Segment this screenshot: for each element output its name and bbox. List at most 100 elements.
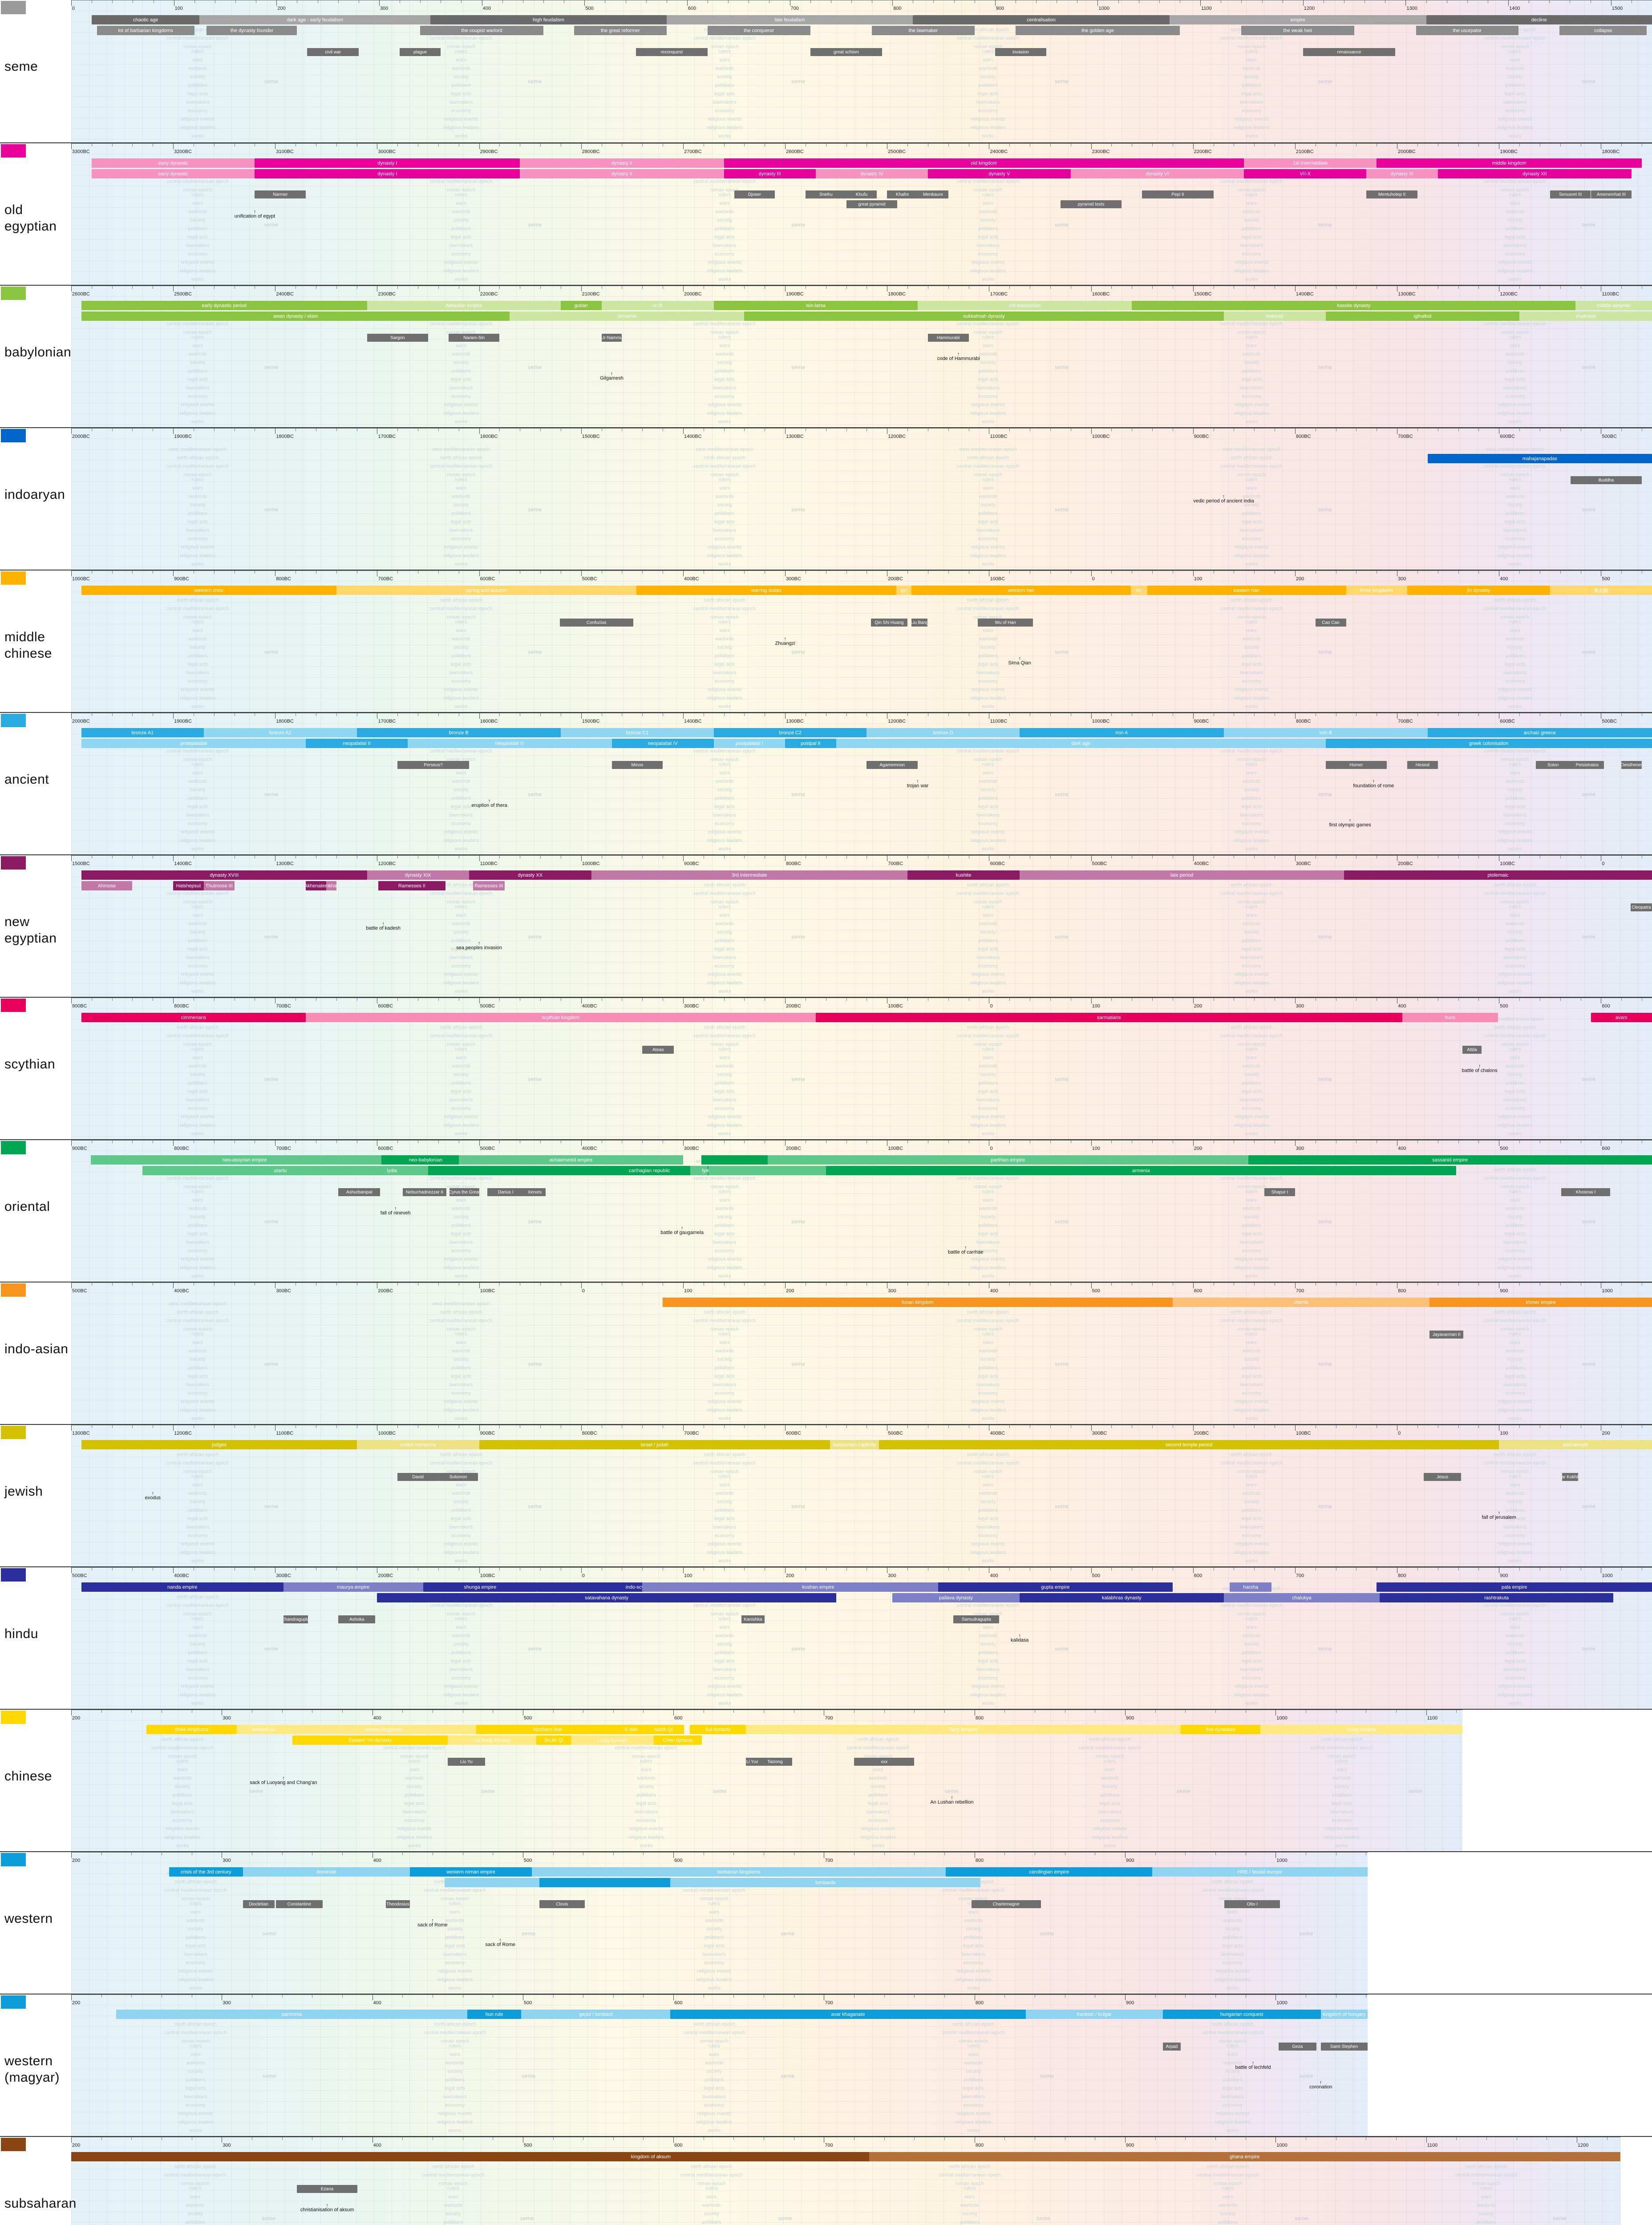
era-bar[interactable]: Chen dynasty — [654, 1736, 702, 1745]
era-bar[interactable]: Akkadian empire — [367, 301, 561, 310]
era-bar[interactable]: second temple period — [879, 1440, 1499, 1449]
era-bar[interactable]: dynasty XX — [469, 870, 591, 880]
era-bar[interactable]: 3rd intermediate — [591, 870, 908, 880]
era-bar[interactable]: middle kingdom — [1377, 158, 1642, 168]
era-bar[interactable]: the golden age — [1015, 26, 1180, 35]
era-bar[interactable]: the great reformer — [574, 26, 667, 35]
era-bar[interactable]: kalabhras dynasty — [1020, 1593, 1224, 1602]
timeline-row[interactable]: middle chinesewest mediterranean epochno… — [0, 570, 1652, 712]
era-bar[interactable]: neopalatial III — [408, 739, 612, 748]
era-bar[interactable]: bronze C1 — [560, 728, 714, 737]
era-bar[interactable]: Sui dynasty — [690, 1725, 746, 1734]
era-bar[interactable]: maurya empire — [283, 1582, 423, 1592]
era-bar[interactable]: hun rule — [467, 2010, 522, 2019]
era-bar[interactable]: Hatshepsut — [173, 881, 204, 890]
era-bar[interactable]: dark age — [836, 739, 1326, 748]
era-bar[interactable]: ur III — [601, 301, 714, 310]
event-pill[interactable]: Djoser — [734, 190, 775, 198]
event-pill[interactable]: Darius I — [487, 1188, 524, 1196]
era-bar[interactable]: middle assyrian — [1575, 301, 1652, 310]
event-pill[interactable]: invasion — [995, 48, 1047, 56]
era-bar[interactable]: Tutankhamun — [326, 881, 336, 890]
timeline-row[interactable]: indo-asian west mediterranean epoch north … — [0, 1282, 1652, 1424]
era-bar[interactable]: iron A — [1020, 728, 1224, 737]
era-bar[interactable]: postpal II — [785, 739, 836, 748]
era-bar[interactable]: nanda empire — [81, 1582, 283, 1592]
era-bar[interactable]: isin-larsa — [713, 301, 918, 310]
era-bar[interactable]: three kingdoms — [1346, 586, 1407, 595]
era-bar[interactable]: lydia — [321, 1166, 463, 1175]
era-bar[interactable]: dynasty VI — [1070, 169, 1244, 178]
event-pill[interactable]: Hammurabi — [927, 334, 969, 342]
era-bar[interactable]: neo-babylonian — [381, 1155, 470, 1165]
event-pill[interactable]: Naram-Sin — [448, 334, 500, 342]
event-pill[interactable]: Snefru — [805, 190, 846, 198]
event-pill[interactable]: great pyramid — [846, 200, 898, 208]
era-bar[interactable]: sarmatians — [815, 1013, 1402, 1022]
era-bar[interactable]: awan dynasty / elam — [81, 312, 510, 321]
era-bar[interactable]: carolingian empire — [946, 1867, 1152, 1877]
era-bar[interactable]: Liu Song dynasty — [447, 1736, 537, 1745]
era-bar[interactable]: dark age - early feudalism — [199, 15, 431, 24]
era-bar[interactable]: VII-X — [1244, 169, 1367, 178]
era-bar[interactable]: dynasty IV — [815, 169, 928, 178]
era-bar[interactable]: iron B — [1223, 728, 1428, 737]
era-bar[interactable]: western jin — [237, 1725, 291, 1734]
era-bar[interactable]: the conqueror — [708, 26, 810, 35]
era-bar[interactable]: western han — [911, 586, 1131, 595]
era-bar[interactable]: postpalatial I — [713, 739, 786, 748]
event-pill[interactable]: Ashoka — [338, 1615, 375, 1623]
era-bar[interactable]: North Qi — [643, 1725, 684, 1734]
era-bar[interactable]: dynasty V — [927, 169, 1071, 178]
event-pill[interactable]: Khufu — [846, 190, 877, 198]
era-bar[interactable]: bronze C2 — [713, 728, 867, 737]
event-pill[interactable]: Nebuchadnezzar II — [402, 1188, 447, 1196]
era-bar[interactable]: chenla — [1172, 1298, 1430, 1307]
era-bar[interactable]: israel / judah — [479, 1440, 830, 1449]
timeline-row[interactable]: old egyptianwest mediterranean epochnort… — [0, 142, 1652, 285]
era-bar[interactable]: gupta empire — [938, 1582, 1173, 1592]
era-bar[interactable]: old babylonian — [918, 301, 1132, 310]
era-bar[interactable]: the lawmaker — [872, 26, 975, 35]
era-bar[interactable]: high feudalism — [430, 15, 667, 24]
era-bar[interactable]: Ahmose — [81, 881, 133, 890]
event-pill[interactable]: Menkaure — [918, 190, 948, 198]
era-bar[interactable]: harsha — [1230, 1582, 1272, 1592]
event-pill[interactable]: plague — [400, 48, 441, 56]
era-bar[interactable]: eastern han — [1147, 586, 1346, 595]
era-bar[interactable]: dynasty XVIII — [81, 870, 367, 880]
event-pill[interactable]: reconquest — [636, 48, 708, 56]
era-bar[interactable]: decline — [1426, 15, 1652, 24]
era-bar[interactable]: cimmerians — [81, 1013, 306, 1022]
era-bar[interactable]: late feudalism — [666, 15, 913, 24]
era-bar[interactable]: greek colonisation — [1325, 739, 1652, 748]
event-pill[interactable]: Solomon — [438, 1473, 478, 1481]
era-bar[interactable]: HRE / feudal europe — [1152, 1867, 1368, 1877]
era-bar[interactable]: lot of barbarian kingdoms — [97, 26, 194, 35]
event-pill[interactable]: Ashurbanipal — [338, 1188, 381, 1196]
era-bar[interactable]: bronze D — [866, 728, 1020, 737]
event-pill[interactable]: pyramid texts — [1060, 200, 1122, 208]
event-pill[interactable]: Confucius — [559, 619, 633, 627]
era-bar[interactable]: dynasty I — [255, 169, 520, 178]
event-pill[interactable]: Cleopatra — [1630, 903, 1652, 911]
era-bar[interactable]: shunga empire — [423, 1582, 538, 1592]
era-bar[interactable]: pallava dynasty — [892, 1593, 1020, 1602]
era-bar[interactable]: barbarian kingdoms — [532, 1867, 946, 1877]
event-pill[interactable]: Theodosius — [386, 1900, 410, 1908]
era-bar[interactable]: mahajanapadas — [1427, 454, 1652, 463]
timeline-row[interactable]: western (magyar)west mediterranean epoch… — [0, 1994, 1652, 2136]
era-bar[interactable]: old kingdom — [724, 158, 1244, 168]
